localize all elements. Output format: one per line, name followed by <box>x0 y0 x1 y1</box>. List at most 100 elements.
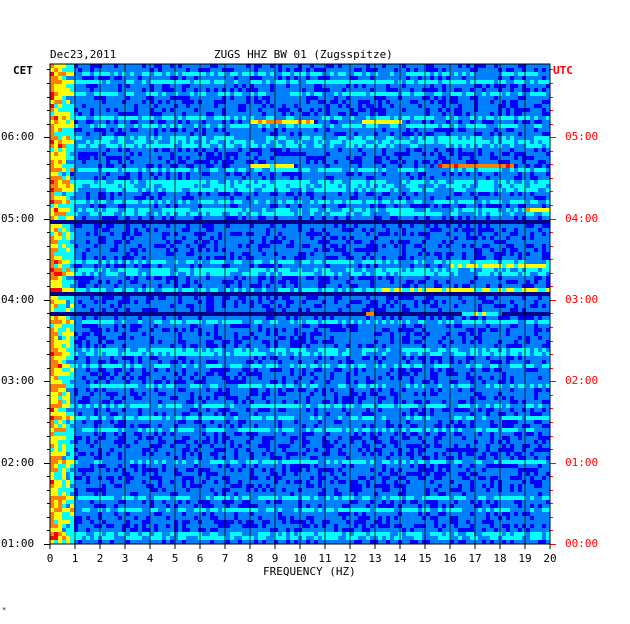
spectrogram-cell <box>146 172 150 176</box>
spectrogram-cell <box>226 204 230 208</box>
spectrogram-cell <box>486 144 490 148</box>
spectrogram-cell <box>110 88 114 92</box>
spectrogram-cell <box>370 140 374 144</box>
spectrogram-cell <box>74 180 78 184</box>
spectrogram-cell <box>266 112 270 116</box>
spectrogram-cell <box>378 92 382 96</box>
spectrogram-cell <box>486 112 490 116</box>
spectrogram-cell <box>334 188 338 192</box>
spectrogram-cell <box>442 120 446 124</box>
spectrogram-cell <box>222 124 226 128</box>
spectrogram-cell <box>430 128 434 132</box>
spectrogram-cell <box>134 180 138 184</box>
spectrogram-cell <box>74 220 78 224</box>
spectrogram-cell <box>274 172 278 176</box>
spectrogram-cell <box>186 152 190 156</box>
spectrogram-cell <box>374 88 378 92</box>
spectrogram-cell <box>54 136 58 140</box>
spectrogram-cell <box>330 204 334 208</box>
spectrogram-cell <box>282 112 286 116</box>
spectrogram-cell <box>246 120 250 124</box>
spectrogram-cell <box>354 204 358 208</box>
spectrogram-cell <box>322 120 326 124</box>
spectrogram-cell <box>214 172 218 176</box>
spectrogram-cell <box>394 100 398 104</box>
spectrogram-cell <box>474 168 478 172</box>
spectrogram-cell <box>190 164 194 168</box>
spectrogram-cell <box>326 104 330 108</box>
spectrogram-cell <box>206 160 210 164</box>
spectrogram-cell <box>538 132 542 136</box>
spectrogram-cell <box>258 124 262 128</box>
spectrogram-cell <box>510 200 514 204</box>
spectrogram-cell <box>458 112 462 116</box>
spectrogram-cell <box>434 76 438 80</box>
spectrogram-cell <box>206 136 210 140</box>
spectrogram-cell <box>434 160 438 164</box>
spectrogram-cell <box>226 116 230 120</box>
spectrogram-cell <box>162 220 166 224</box>
spectrogram-cell <box>526 112 530 116</box>
spectrogram-cell <box>210 156 214 160</box>
spectrogram-cell <box>394 132 398 136</box>
spectrogram-cell <box>346 136 350 140</box>
spectrogram-cell <box>106 188 110 192</box>
spectrogram-cell <box>262 112 266 116</box>
spectrogram-cell <box>174 156 178 160</box>
spectrogram-cell <box>82 164 86 168</box>
spectrogram-cell <box>486 220 490 224</box>
spectrogram-cell <box>330 96 334 100</box>
spectrogram-cell <box>490 188 494 192</box>
spectrogram-cell <box>242 152 246 156</box>
spectrogram-cell <box>74 112 78 116</box>
spectrogram-cell <box>314 140 318 144</box>
spectrogram-cell <box>518 164 522 168</box>
spectrogram-cell <box>330 200 334 204</box>
spectrogram-cell <box>526 180 530 184</box>
spectrogram-cell <box>390 180 394 184</box>
spectrogram-cell <box>110 100 114 104</box>
spectrogram-cell <box>282 108 286 112</box>
spectrogram-cell <box>446 188 450 192</box>
spectrogram-cell <box>142 196 146 200</box>
spectrogram-cell <box>374 124 378 128</box>
spectrogram-cell <box>354 144 358 148</box>
spectrogram-cell <box>514 88 518 92</box>
spectrogram-cell <box>414 84 418 88</box>
spectrogram-cell <box>346 176 350 180</box>
spectrogram-cell <box>418 196 422 200</box>
spectrogram-cell <box>170 144 174 148</box>
spectrogram-cell <box>74 192 78 196</box>
spectrogram-cell <box>222 200 226 204</box>
spectrogram-cell <box>366 120 370 124</box>
spectrogram-cell <box>394 172 398 176</box>
spectrogram-cell <box>450 92 454 96</box>
spectrogram-cell <box>406 216 410 220</box>
spectrogram-cell <box>430 176 434 180</box>
spectrogram-cell <box>478 116 482 120</box>
spectrogram-cell <box>126 212 130 216</box>
spectrogram-cell <box>434 180 438 184</box>
spectrogram-cell <box>78 112 82 116</box>
spectrogram-cell <box>386 184 390 188</box>
spectrogram-cell <box>114 108 118 112</box>
spectrogram-cell <box>490 192 494 196</box>
spectrogram-cell <box>134 124 138 128</box>
spectrogram-cell <box>430 88 434 92</box>
spectrogram-cell <box>194 184 198 188</box>
spectrogram-cell <box>134 72 138 76</box>
spectrogram-cell <box>266 120 270 124</box>
spectrogram-cell <box>114 104 118 108</box>
spectrogram-cell <box>546 124 550 128</box>
spectrogram-cell <box>414 140 418 144</box>
spectrogram-cell <box>58 192 62 196</box>
spectrogram-cell <box>314 96 318 100</box>
spectrogram-cell <box>334 108 338 112</box>
spectrogram-cell <box>470 168 474 172</box>
spectrogram-cell <box>250 172 254 176</box>
spectrogram-cell <box>122 208 126 212</box>
spectrogram-cell <box>50 108 54 112</box>
spectrogram-cell <box>166 180 170 184</box>
spectrogram-cell <box>106 88 110 92</box>
spectrogram-cell <box>82 208 86 212</box>
